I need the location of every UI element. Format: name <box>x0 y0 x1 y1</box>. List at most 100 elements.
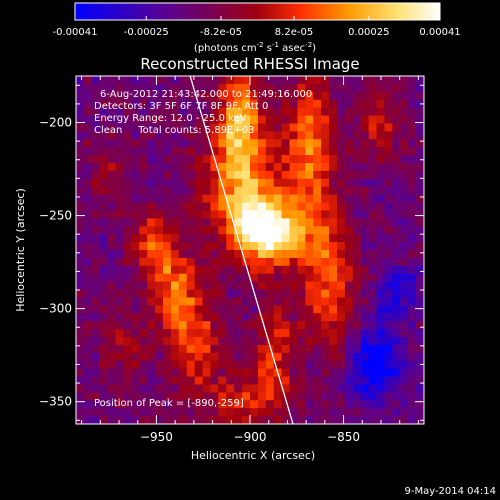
heatmap-cell <box>178 170 188 180</box>
heatmap-cell <box>384 321 393 330</box>
heatmap-cell <box>360 170 370 180</box>
heatmap-cell <box>218 76 227 85</box>
heatmap-cell <box>115 123 125 132</box>
heatmap-cell <box>289 416 299 424</box>
heatmap-cell <box>163 218 172 227</box>
heatmap-cell <box>368 416 378 424</box>
heatmap-cell <box>321 257 330 267</box>
heatmap-cell <box>170 400 180 409</box>
heatmap-cell <box>210 250 219 259</box>
heatmap-cell <box>178 408 188 417</box>
heatmap-cell <box>155 99 164 109</box>
heatmap-cell <box>289 289 299 299</box>
heatmap-cell <box>115 186 125 196</box>
heatmap-cell <box>313 392 322 401</box>
heatmap-cell <box>250 344 259 354</box>
heatmap-cell <box>115 202 125 212</box>
heatmap-cell <box>250 400 259 409</box>
heatmap-cell <box>329 234 338 243</box>
heatmap-cell <box>352 329 362 338</box>
heatmap-cell <box>210 83 219 93</box>
heatmap-cell <box>289 313 299 322</box>
heatmap-cell <box>257 337 267 346</box>
heatmap-cell <box>360 281 370 291</box>
heatmap-cell <box>115 400 125 409</box>
heatmap-cell <box>289 163 299 172</box>
heatmap-cell <box>163 115 172 125</box>
heatmap-cell <box>242 416 251 424</box>
heatmap-cell <box>392 234 401 243</box>
heatmap-cell <box>107 170 117 180</box>
heatmap-cell <box>202 226 212 235</box>
heatmap-cell <box>115 313 125 322</box>
heatmap-cell <box>344 344 354 354</box>
heatmap-cell <box>163 99 172 109</box>
heatmap-cell <box>289 234 299 243</box>
heatmap-cell <box>163 139 172 148</box>
heatmap-cell <box>360 194 370 204</box>
heatmap-cell <box>186 123 196 132</box>
heatmap-cell <box>273 218 283 227</box>
heatmap-cell <box>250 352 259 362</box>
heatmap-cell <box>337 107 346 117</box>
heatmap-cell <box>250 170 259 180</box>
heatmap-cell <box>376 83 386 93</box>
heatmap-cell <box>329 147 338 156</box>
heatmap-cell <box>344 242 354 251</box>
heatmap-cell <box>155 281 164 291</box>
heatmap-cell <box>273 163 283 172</box>
heatmap-cell <box>265 273 275 283</box>
heatmap-cell <box>376 273 386 283</box>
heatmap-cell <box>76 226 85 235</box>
heatmap-cell <box>218 234 227 243</box>
heatmap-cell <box>281 123 291 132</box>
heatmap-cell <box>289 368 299 378</box>
heatmap-cell <box>139 163 148 172</box>
heatmap-cell <box>384 83 393 93</box>
heatmap-cell <box>313 368 322 378</box>
heatmap-cell <box>352 321 362 330</box>
heatmap-cell <box>297 360 306 370</box>
heatmap-cell <box>186 107 196 117</box>
heatmap-cell <box>178 83 188 93</box>
heatmap-cell <box>416 226 424 235</box>
heatmap-cell <box>115 131 125 140</box>
heatmap-cell <box>313 170 322 180</box>
heatmap-cell <box>186 202 196 212</box>
heatmap-cell <box>202 265 212 275</box>
heatmap-cell <box>147 360 156 370</box>
heatmap-cell <box>91 242 101 251</box>
heatmap-cell <box>408 250 417 259</box>
heatmap-cell <box>178 194 188 204</box>
heatmap-cell <box>76 344 85 354</box>
heatmap-cell <box>289 147 299 156</box>
heatmap-cell <box>257 384 267 393</box>
heatmap-cell <box>400 186 409 196</box>
heatmap-cell <box>76 416 85 424</box>
heatmap-cell <box>250 305 259 314</box>
heatmap-cell <box>139 281 148 291</box>
heatmap-cell <box>139 344 148 354</box>
heatmap-cell <box>170 368 180 378</box>
heatmap-cell <box>170 273 180 283</box>
heatmap-cell <box>400 242 409 251</box>
heatmap-cell <box>91 155 101 164</box>
heatmap-cell <box>376 313 386 322</box>
heatmap-cell <box>123 178 132 188</box>
heatmap-cell <box>139 360 148 370</box>
heatmap-cell <box>107 368 117 378</box>
heatmap-cell <box>289 186 299 196</box>
heatmap-cell <box>321 91 330 101</box>
heatmap-cell <box>376 400 386 409</box>
heatmap-cell <box>163 210 172 219</box>
heatmap-cell <box>408 281 417 291</box>
heatmap-cell <box>265 352 275 362</box>
heatmap-cell <box>210 376 219 386</box>
heatmap-cell <box>329 210 338 219</box>
heatmap-cell <box>186 99 196 109</box>
heatmap-cell <box>250 416 259 424</box>
heatmap-cell <box>297 242 306 251</box>
heatmap-cell <box>250 123 259 132</box>
heatmap-cell <box>360 147 370 156</box>
heatmap-cell <box>210 305 219 314</box>
